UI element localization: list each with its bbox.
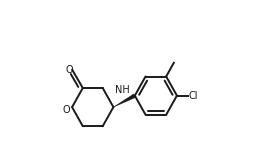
Text: O: O [63,105,70,115]
Text: Cl: Cl [188,91,198,101]
Text: O: O [66,65,73,75]
Text: NH: NH [115,84,130,95]
Polygon shape [113,94,136,107]
